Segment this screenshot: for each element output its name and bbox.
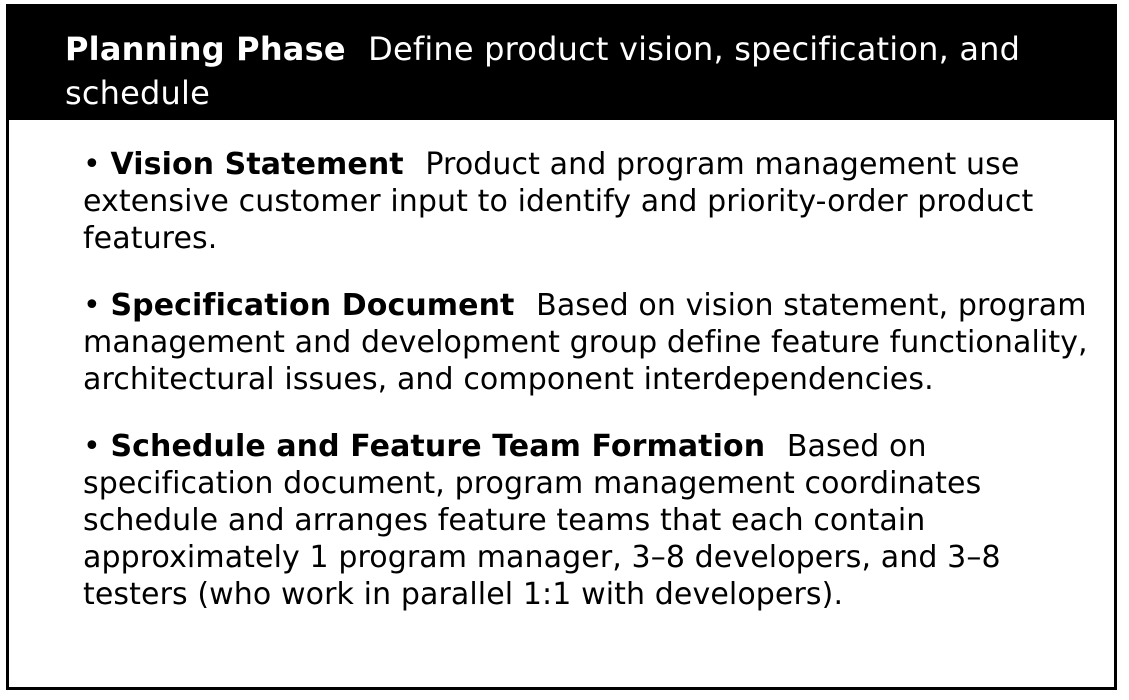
header-bar: Planning Phase Define product vision, sp… xyxy=(9,7,1114,120)
planning-phase-box: Planning Phase Define product vision, sp… xyxy=(6,4,1117,690)
list-item-specification-document: • Specification Document Based on vision… xyxy=(83,287,1094,398)
list-item-schedule-team-formation: • Schedule and Feature Team Formation Ba… xyxy=(83,428,1094,613)
item-label: Specification Document xyxy=(110,288,514,323)
item-label: Vision Statement xyxy=(110,147,403,182)
header-title: Planning Phase xyxy=(65,30,346,68)
content-body: • Vision Statement Product and program m… xyxy=(9,120,1114,613)
bullet-icon: • xyxy=(83,429,101,464)
bullet-icon: • xyxy=(83,147,101,182)
list-item-vision-statement: • Vision Statement Product and program m… xyxy=(83,146,1094,257)
bullet-icon: • xyxy=(83,288,101,323)
item-label: Schedule and Feature Team Formation xyxy=(110,429,765,464)
